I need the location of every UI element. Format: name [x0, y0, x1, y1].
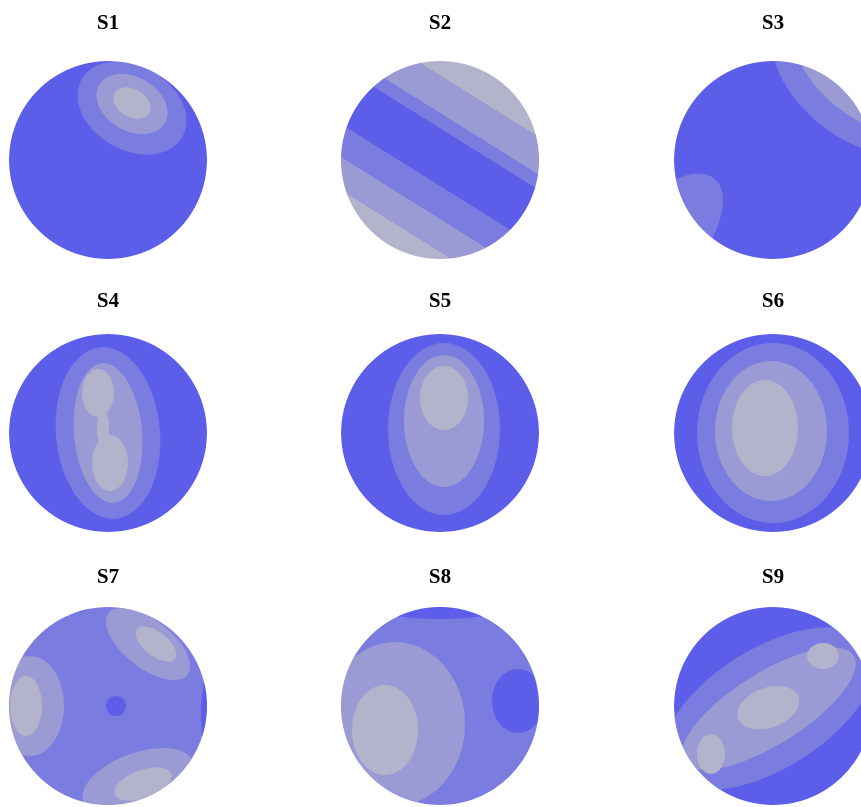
panel-title: S9 [762, 564, 784, 588]
panel-title: S1 [97, 10, 119, 34]
panel-title: S7 [97, 564, 119, 588]
panel [9, 61, 207, 259]
panel [341, 607, 539, 805]
panel [9, 607, 207, 805]
panel [9, 334, 207, 532]
panel-title: S4 [97, 288, 120, 312]
panel-title: S5 [429, 288, 451, 312]
panel-title: S6 [762, 288, 784, 312]
panel-title: S3 [762, 10, 784, 34]
panel [674, 607, 861, 805]
panel-title: S8 [429, 564, 451, 588]
panel [341, 334, 539, 532]
panel-title: S2 [429, 10, 451, 34]
panel [674, 61, 861, 259]
panel [674, 334, 861, 532]
